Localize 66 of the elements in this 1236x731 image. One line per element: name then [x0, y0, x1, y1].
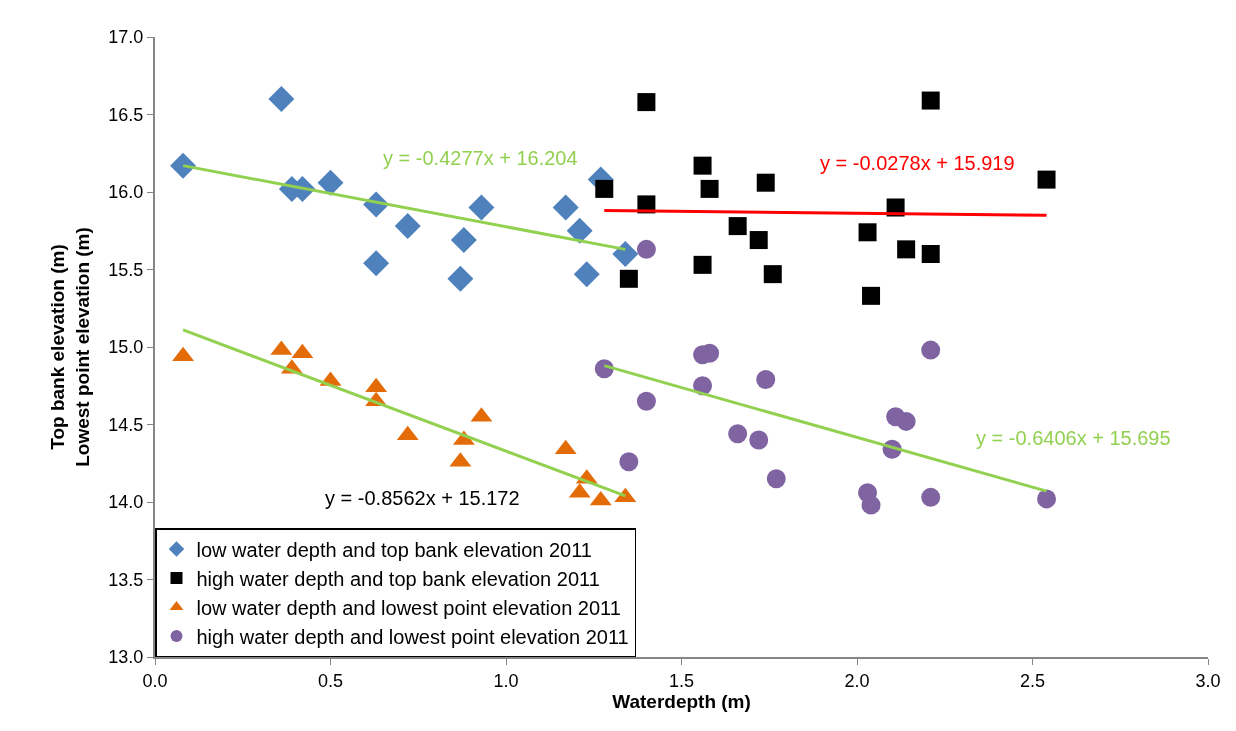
x-axis-title: Waterdepth (m)	[612, 690, 751, 712]
point	[552, 194, 579, 221]
y-tick-label: 16.0	[108, 182, 144, 203]
point	[862, 286, 881, 305]
x-tick-label: 1.0	[493, 670, 519, 691]
point	[766, 469, 786, 489]
point	[394, 213, 421, 240]
point	[700, 179, 719, 198]
x-tick-label: 1.5	[668, 670, 695, 691]
point	[1037, 489, 1057, 509]
x-tick-label: 3.0	[1195, 670, 1221, 691]
y-tick-label: 14.0	[108, 492, 144, 513]
point	[693, 255, 712, 274]
point	[317, 169, 344, 196]
legend-label: high water depth and lowest point elevation 2011	[196, 625, 629, 648]
x-tick-label: 2.0	[844, 670, 870, 691]
point	[612, 241, 639, 267]
point	[749, 231, 768, 250]
y-axis-title: Top bank elevation (m) Lowest point elevation (m)	[47, 227, 93, 467]
point	[858, 223, 877, 242]
point	[756, 173, 775, 192]
y-tick-label: 15.0	[108, 337, 144, 358]
annotation: y = -0.6406x + 15.695	[976, 427, 1171, 449]
y-tick-label: 16.5	[108, 104, 144, 125]
point	[619, 452, 639, 472]
x-tick-label: 2.5	[1019, 670, 1046, 691]
point	[756, 370, 776, 390]
point	[896, 411, 916, 431]
legend-label: low water depth and top bank elevation 2011	[196, 538, 592, 561]
legend-label: low water depth and lowest point elevation 2011	[196, 596, 621, 619]
point	[636, 391, 656, 411]
point	[749, 430, 769, 450]
point	[573, 261, 600, 288]
point	[897, 240, 916, 259]
point	[636, 239, 656, 259]
point	[566, 217, 593, 244]
point	[763, 265, 782, 284]
point	[921, 487, 941, 507]
y-tick-label: 13.5	[108, 569, 144, 590]
y-tick-label: 15.5	[108, 259, 144, 280]
legend-label: high water depth and top bank elevation 2011	[196, 567, 600, 590]
y-tick-label: 13.0	[108, 647, 144, 668]
y-tick-label: 17.0	[108, 27, 144, 48]
point	[861, 495, 881, 515]
point	[595, 179, 614, 198]
point	[637, 93, 656, 112]
annotation: y = -0.0278x + 15.919	[820, 152, 1015, 174]
point	[170, 152, 197, 179]
point	[728, 217, 747, 236]
point	[693, 156, 712, 175]
point	[921, 91, 940, 110]
point	[363, 250, 390, 277]
annotation: y = -0.4277x + 16.204	[383, 147, 578, 169]
x-tick-label: 0.5	[317, 670, 344, 691]
point	[447, 265, 474, 292]
point	[921, 340, 941, 360]
annotation: y = -0.8562x + 15.172	[325, 487, 520, 509]
point	[468, 194, 495, 221]
point	[450, 227, 477, 254]
x-tick-label: 0.0	[142, 670, 168, 691]
point	[1037, 170, 1056, 189]
point	[268, 86, 295, 112]
y-tick-label: 14.5	[108, 414, 144, 435]
point	[921, 245, 940, 263]
point	[728, 424, 748, 444]
point	[619, 269, 638, 288]
